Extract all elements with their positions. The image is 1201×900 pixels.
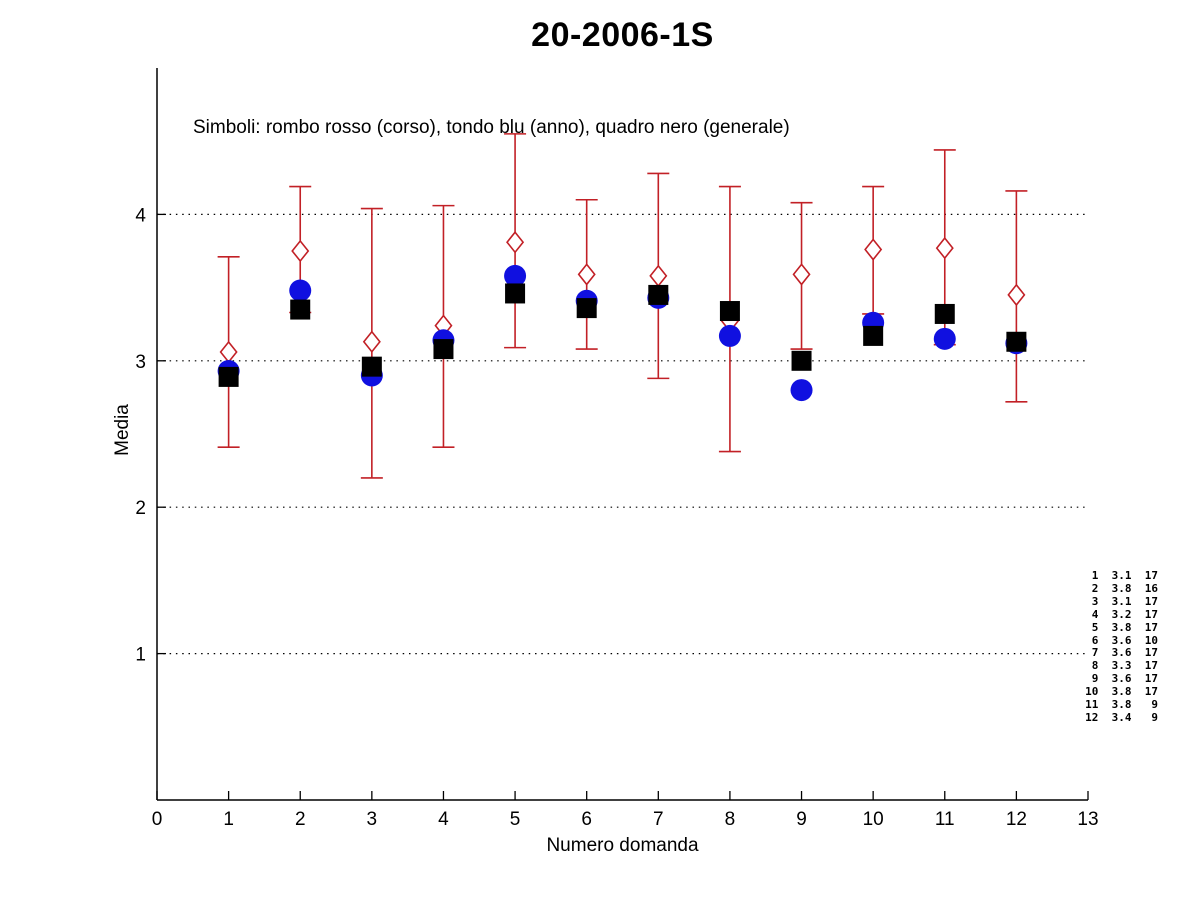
generale-square-marker: [1006, 331, 1027, 352]
generale-square-marker: [791, 350, 812, 371]
summary-row: 1 3.1 17: [1085, 569, 1158, 582]
x-tick-label: 7: [653, 809, 664, 830]
x-tick-label: 10: [863, 809, 884, 830]
generale-square-marker: [505, 283, 526, 304]
y-tick-label: 3: [135, 352, 146, 373]
summary-row: 3 3.1 17: [1085, 594, 1158, 608]
anno-circle-marker: [289, 279, 312, 302]
x-tick-label: 3: [367, 809, 378, 830]
x-tick-label: 11: [935, 809, 955, 830]
summary-row: 6 3.6 10: [1085, 633, 1158, 647]
x-tick-label: 9: [796, 809, 807, 830]
corso-diamond-marker: [649, 264, 668, 288]
x-tick-label: 4: [438, 809, 449, 830]
x-tick-label: 2: [295, 809, 306, 830]
generale-square-marker: [433, 339, 454, 360]
y-axis-label: Media: [112, 404, 133, 456]
generale-square-marker: [648, 284, 669, 305]
corso-diamond-marker: [506, 230, 525, 254]
x-tick-label: 8: [725, 809, 736, 830]
x-tick-label: 6: [581, 809, 592, 830]
x-axis-label: Numero domanda: [546, 835, 699, 856]
summary-row: 4 3.2 17: [1085, 607, 1158, 621]
summary-row: 5 3.8 17: [1085, 620, 1158, 634]
chart-title: 20-2006-1S: [531, 16, 714, 54]
summary-row: 11 3.8 9: [1085, 698, 1158, 712]
corso-diamond-marker: [1007, 283, 1026, 307]
anno-circle-marker: [718, 324, 741, 347]
generale-square-marker: [934, 303, 955, 324]
y-tick-label: 4: [135, 205, 146, 226]
corso-diamond-marker: [864, 238, 883, 261]
corso-diamond-marker: [291, 239, 310, 263]
corso-diamond-marker: [792, 263, 811, 286]
x-tick-label: 5: [510, 809, 521, 830]
generale-square-marker: [218, 366, 239, 387]
corso-diamond-marker: [577, 263, 596, 286]
x-tick-label: 13: [1077, 809, 1098, 830]
y-tick-label: 1: [135, 645, 146, 666]
summary-row: 7 3.6 17: [1085, 646, 1158, 660]
summary-row: 9 3.6 17: [1085, 672, 1158, 686]
corso-diamond-marker: [935, 236, 954, 260]
summary-row: 8 3.3 17: [1085, 659, 1158, 673]
anno-circle-marker: [933, 327, 956, 350]
summary-row: 12 3.4 9: [1085, 710, 1158, 724]
generale-square-marker: [361, 356, 382, 377]
y-tick-label: 2: [135, 498, 146, 519]
summary-row: 2 3.8 16: [1085, 581, 1158, 595]
x-tick-label: 0: [152, 809, 163, 830]
x-tick-label: 12: [1006, 809, 1027, 830]
x-tick-label: 1: [223, 809, 234, 830]
legend-text: Simboli: rombo rosso (corso), tondo blu …: [193, 117, 790, 138]
summary-row: 10 3.8 17: [1085, 685, 1158, 699]
anno-circle-marker: [790, 379, 813, 402]
generale-square-marker: [290, 299, 311, 320]
corso-diamond-marker: [219, 340, 238, 364]
generale-square-marker: [576, 298, 597, 319]
anno-circle-marker: [504, 264, 527, 287]
summary-table: 1 3.1 17 2 3.8 16 3 3.1 17 4 3.2 17 5 3.…: [1085, 569, 1158, 725]
corso-diamond-marker: [362, 330, 381, 354]
generale-square-marker: [863, 325, 884, 346]
generale-square-marker: [719, 301, 740, 322]
